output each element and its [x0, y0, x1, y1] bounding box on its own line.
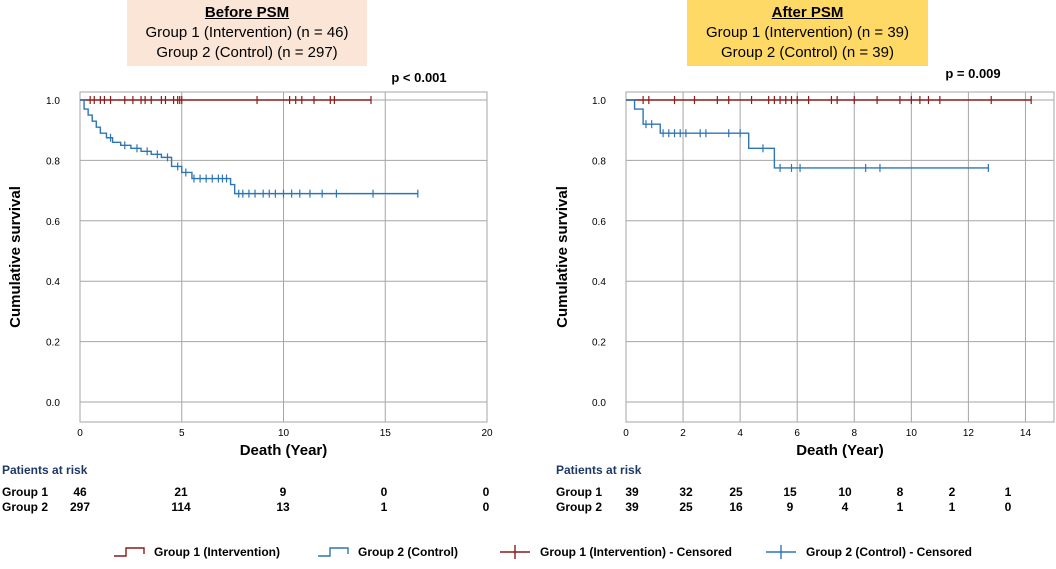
survival-curve-group2: [626, 99, 989, 169]
before-psm-heading: Before PSM: [204, 4, 290, 21]
y-tick-label: 0.6: [46, 217, 60, 228]
x-tick-label: 2: [680, 428, 686, 439]
legend: Group 1 (Intervention) Group 2 (Control) G…: [114, 545, 972, 559]
risk-value: 2: [949, 485, 956, 499]
risk-row-label: Group 2: [2, 500, 48, 514]
risk-value: 0: [483, 485, 490, 499]
p-value: p = 0.009: [945, 66, 1000, 81]
risk-value: 46: [73, 485, 87, 499]
x-tick-label: 0: [623, 428, 629, 439]
legend-step-icon: [114, 547, 145, 557]
risk-value: 4: [842, 500, 849, 514]
after-psm-group1-count: Group 1 (Intervention) (n = 39): [705, 24, 910, 41]
survival-curve-group2: [80, 99, 418, 195]
x-tick-label: 6: [794, 428, 800, 439]
risk-value: 13: [276, 500, 290, 514]
y-tick-label: 0.8: [592, 156, 606, 167]
risk-value: 39: [625, 500, 639, 514]
after-psm-group2-count: Group 2 (Control) (n = 39): [721, 44, 894, 61]
risk-value: 0: [381, 485, 388, 499]
y-tick-label: 1.0: [46, 96, 60, 107]
risk-value: 0: [1005, 500, 1012, 514]
risk-row-label: Group 1: [556, 485, 602, 499]
risk-value: 297: [70, 500, 90, 514]
legend-label: Group 2 (Control): [358, 545, 458, 559]
risk-value: 10: [838, 485, 852, 499]
x-tick-label: 10: [906, 428, 918, 439]
risk-value: 25: [729, 485, 743, 499]
risk-table-title: Patients at risk: [2, 463, 88, 477]
risk-row-label: Group 1: [2, 485, 48, 499]
y-axis-title: Cumulative survival: [554, 186, 571, 328]
risk-value: 15: [783, 485, 797, 499]
y-tick-label: 0.0: [46, 398, 60, 409]
x-tick-label: 8: [851, 428, 857, 439]
risk-value: 9: [280, 485, 287, 499]
y-tick-label: 0.0: [592, 398, 606, 409]
risk-value: 1: [949, 500, 956, 514]
risk-value: 114: [171, 500, 191, 514]
plot-frame: [625, 91, 1055, 423]
y-tick-label: 0.4: [46, 277, 60, 288]
y-tick-label: 0.8: [46, 156, 60, 167]
after-psm-heading: After PSM: [771, 4, 844, 21]
risk-value: 25: [679, 500, 693, 514]
after-psm-title-box: After PSM Group 1 (Intervention) (n = 39…: [687, 0, 928, 66]
risk-value: 1: [897, 500, 904, 514]
legend-label: Group 1 (Intervention) - Censored: [540, 545, 732, 559]
y-axis-title: Cumulative survival: [7, 186, 24, 328]
y-tick-label: 0.4: [592, 277, 606, 288]
risk-value: 1: [1005, 485, 1012, 499]
x-tick-label: 12: [963, 428, 975, 439]
legend-label: Group 1 (Intervention): [154, 545, 280, 559]
before-psm-title-box: Before PSM Group 1 (Intervention) (n = 4…: [127, 0, 367, 66]
x-tick-label: 14: [1020, 428, 1032, 439]
risk-value: 32: [679, 485, 693, 499]
risk-value: 21: [174, 485, 188, 499]
legend-step-icon: [318, 547, 349, 557]
p-value: p < 0.001: [391, 70, 446, 85]
x-tick-label: 15: [380, 428, 392, 439]
x-tick-label: 5: [179, 428, 185, 439]
before-psm-group2-count: Group 2 (Control) (n = 297): [156, 44, 338, 61]
risk-table-title: Patients at risk: [556, 463, 642, 477]
before-psm-group1-count: Group 1 (Intervention) (n = 46): [145, 24, 349, 41]
risk-value: 1: [381, 500, 388, 514]
risk-value: 9: [787, 500, 794, 514]
risk-value: 16: [729, 500, 743, 514]
risk-value: 8: [897, 485, 904, 499]
y-tick-label: 0.2: [46, 338, 60, 349]
risk-value: 0: [483, 500, 490, 514]
x-axis-title: Death (Year): [240, 442, 328, 459]
y-tick-label: 0.2: [592, 338, 606, 349]
x-tick-label: 10: [278, 428, 290, 439]
risk-row-label: Group 2: [556, 500, 602, 514]
x-tick-label: 20: [481, 428, 493, 439]
x-tick-label: 0: [77, 428, 83, 439]
y-tick-label: 1.0: [592, 96, 606, 107]
risk-value: 39: [625, 485, 639, 499]
legend-label: Group 2 (Control) - Censored: [806, 545, 972, 559]
x-tick-label: 4: [737, 428, 743, 439]
x-axis-title: Death (Year): [796, 442, 884, 459]
y-tick-label: 0.6: [592, 217, 606, 228]
